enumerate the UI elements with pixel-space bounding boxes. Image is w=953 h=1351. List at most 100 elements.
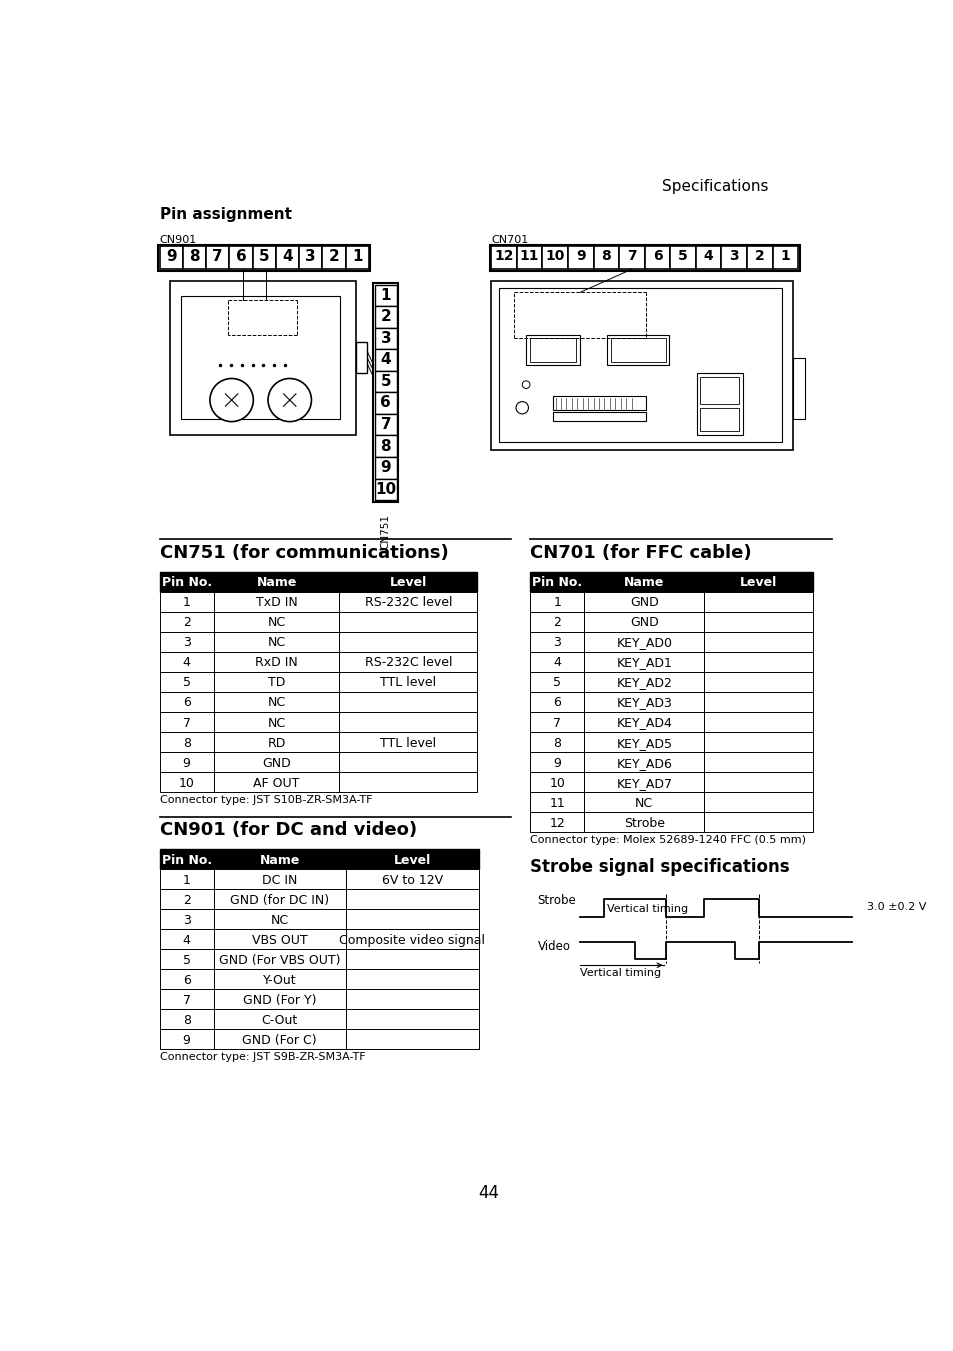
Text: CN751: CN751 bbox=[380, 513, 391, 549]
Bar bbox=[213, 712, 339, 732]
Text: 6: 6 bbox=[553, 697, 560, 709]
Bar bbox=[213, 651, 339, 671]
Bar bbox=[345, 246, 369, 269]
Text: 7: 7 bbox=[182, 716, 191, 730]
Bar bbox=[703, 571, 812, 592]
Text: 12: 12 bbox=[549, 816, 564, 830]
Bar bbox=[703, 671, 812, 692]
Bar bbox=[583, 712, 703, 732]
Bar bbox=[339, 592, 476, 612]
Bar bbox=[213, 889, 345, 909]
Bar bbox=[339, 571, 476, 592]
Text: 1: 1 bbox=[183, 874, 191, 886]
Text: 6: 6 bbox=[183, 697, 191, 709]
Text: Pin No.: Pin No. bbox=[161, 854, 212, 866]
Bar bbox=[345, 848, 478, 869]
Text: 10: 10 bbox=[545, 249, 564, 263]
Text: 10: 10 bbox=[549, 777, 564, 789]
Bar bbox=[213, 989, 345, 1009]
Bar bbox=[375, 328, 396, 349]
Text: 3: 3 bbox=[305, 249, 315, 265]
Bar bbox=[159, 771, 213, 792]
Bar bbox=[213, 929, 345, 948]
Bar bbox=[159, 592, 213, 612]
Bar bbox=[213, 1029, 345, 1050]
Text: 9: 9 bbox=[166, 249, 176, 265]
Bar bbox=[542, 246, 567, 269]
Text: 11: 11 bbox=[549, 797, 564, 809]
Text: 9: 9 bbox=[183, 1034, 191, 1047]
Bar bbox=[525, 335, 579, 365]
Circle shape bbox=[516, 401, 528, 413]
Text: Level: Level bbox=[394, 854, 431, 866]
Text: 6: 6 bbox=[380, 396, 391, 411]
Text: Strobe signal specifications: Strobe signal specifications bbox=[530, 858, 789, 877]
Text: Pin No.: Pin No. bbox=[532, 577, 581, 589]
Text: 4: 4 bbox=[380, 353, 391, 367]
Bar bbox=[720, 246, 746, 269]
Text: 8: 8 bbox=[380, 439, 391, 454]
Text: KEY_AD0: KEY_AD0 bbox=[616, 636, 672, 650]
Text: 7: 7 bbox=[626, 249, 636, 263]
Bar bbox=[373, 282, 397, 501]
Text: 3: 3 bbox=[183, 913, 191, 927]
Bar bbox=[583, 651, 703, 671]
Bar bbox=[159, 612, 213, 632]
Bar bbox=[703, 612, 812, 632]
Text: RS-232C level: RS-232C level bbox=[364, 596, 452, 609]
Text: CN751 (for communications): CN751 (for communications) bbox=[159, 544, 448, 562]
Bar bbox=[498, 288, 781, 442]
Text: 3.0 ±0.2 V: 3.0 ±0.2 V bbox=[866, 902, 925, 912]
Bar bbox=[159, 948, 213, 969]
Bar bbox=[339, 753, 476, 771]
Text: 5: 5 bbox=[553, 677, 560, 689]
Bar bbox=[213, 1009, 345, 1029]
Text: 1: 1 bbox=[352, 249, 362, 265]
Text: KEY_AD6: KEY_AD6 bbox=[616, 757, 672, 770]
Text: GND (For VBS OUT): GND (For VBS OUT) bbox=[218, 954, 340, 967]
Bar bbox=[159, 1009, 213, 1029]
Text: GND (for DC IN): GND (for DC IN) bbox=[230, 893, 329, 907]
Text: KEY_AD2: KEY_AD2 bbox=[616, 677, 672, 689]
Text: 2: 2 bbox=[183, 893, 191, 907]
Text: Composite video signal: Composite video signal bbox=[339, 934, 485, 947]
Bar bbox=[159, 651, 213, 671]
Bar bbox=[159, 989, 213, 1009]
Text: Y-Out: Y-Out bbox=[263, 974, 296, 986]
Text: 10: 10 bbox=[178, 777, 194, 789]
Text: TTL level: TTL level bbox=[380, 736, 436, 750]
Text: 11: 11 bbox=[519, 249, 538, 263]
Bar bbox=[491, 281, 793, 450]
Text: 4: 4 bbox=[703, 249, 713, 263]
Bar bbox=[213, 771, 339, 792]
Text: CN701 (for FFC cable): CN701 (for FFC cable) bbox=[530, 544, 751, 562]
Bar bbox=[345, 969, 478, 989]
Circle shape bbox=[268, 378, 311, 422]
Bar bbox=[375, 307, 396, 328]
Bar bbox=[181, 296, 340, 419]
Bar bbox=[229, 246, 253, 269]
Bar bbox=[491, 246, 517, 269]
Text: 1: 1 bbox=[780, 249, 789, 263]
Bar bbox=[530, 651, 583, 671]
Bar bbox=[339, 712, 476, 732]
Text: DC IN: DC IN bbox=[262, 874, 297, 886]
Bar bbox=[213, 612, 339, 632]
Bar bbox=[339, 692, 476, 712]
Bar bbox=[213, 732, 339, 753]
Bar bbox=[213, 869, 345, 889]
Text: Vertical timing: Vertical timing bbox=[579, 969, 660, 978]
Bar bbox=[213, 632, 339, 651]
Text: TTL level: TTL level bbox=[380, 677, 436, 689]
Bar bbox=[345, 989, 478, 1009]
Text: AF OUT: AF OUT bbox=[253, 777, 299, 789]
Bar bbox=[159, 692, 213, 712]
Bar bbox=[793, 358, 804, 419]
Bar bbox=[339, 632, 476, 651]
Bar bbox=[345, 1009, 478, 1029]
Bar bbox=[345, 909, 478, 929]
Bar bbox=[703, 712, 812, 732]
Bar bbox=[703, 632, 812, 651]
Bar bbox=[530, 792, 583, 812]
Bar bbox=[159, 889, 213, 909]
